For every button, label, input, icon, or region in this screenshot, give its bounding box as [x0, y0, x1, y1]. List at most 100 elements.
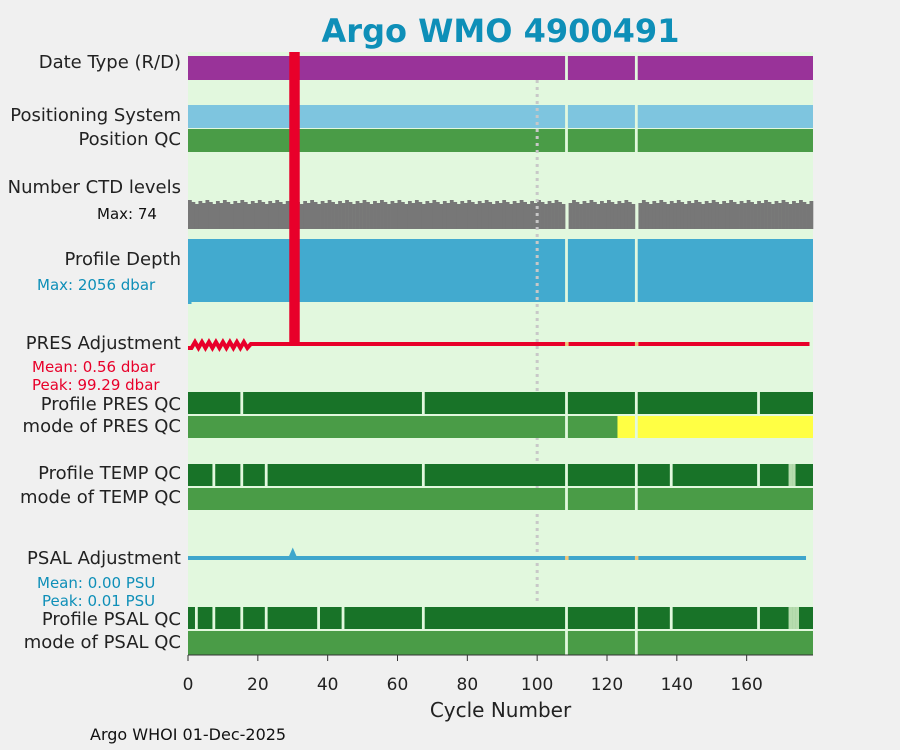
- ctd-bar: [694, 200, 699, 229]
- ctd-bar: [512, 201, 517, 229]
- ctd-bar: [519, 200, 524, 229]
- profile-psal-qc-band-break: [669, 607, 673, 629]
- ctd-bar: [586, 203, 590, 229]
- ctd-bar: [397, 200, 402, 229]
- ctd-bar: [540, 202, 545, 229]
- ctd-bar: [219, 203, 224, 229]
- date-type-band-break: [565, 56, 568, 80]
- profile-psal-qc-band-light: [788, 607, 793, 629]
- ctd-bar: [708, 203, 713, 229]
- ctd-bar: [648, 204, 653, 229]
- profile-temp-qc-band: [188, 464, 813, 486]
- ctd-bar: [750, 202, 754, 229]
- ctd-bar: [306, 203, 311, 229]
- ctd-bar: [331, 202, 335, 229]
- label-pres-adjustment: PRES Adjustment: [25, 333, 181, 354]
- ctd-bar: [589, 200, 594, 229]
- ctd-bar: [334, 204, 339, 229]
- ctd-bar: [243, 202, 248, 229]
- x-tick-label: 100: [521, 675, 553, 695]
- ctd-bar: [533, 203, 538, 229]
- ctd-bar: [666, 204, 671, 229]
- mode-temp-qc-band-break: [634, 488, 638, 510]
- profile-temp-qc-band-break: [421, 464, 425, 486]
- ctd-bar: [456, 204, 461, 229]
- ctd-bar: [303, 201, 308, 229]
- ctd-bar: [373, 201, 377, 229]
- ctd-bar: [285, 201, 290, 229]
- depth-band: [188, 239, 813, 302]
- ctd-bar: [320, 201, 325, 229]
- ctd-bar: [435, 202, 440, 229]
- ctd-bar: [188, 200, 192, 229]
- ctd-bar: [680, 202, 685, 229]
- ctd-bar: [191, 202, 196, 229]
- depth-bar: [505, 288, 508, 302]
- ctd-bar: [802, 202, 807, 229]
- ctd-bar: [380, 200, 384, 229]
- ctd-bar: [558, 202, 562, 229]
- label-profile-pres-qc: Profile PRES QC: [40, 394, 181, 415]
- profile-pres-qc-band-break: [634, 392, 638, 414]
- date-type-band: [188, 56, 813, 80]
- mode-psal-qc-band-break: [634, 631, 638, 655]
- ctd-bar: [442, 201, 447, 229]
- date-type-band-break: [634, 56, 638, 80]
- ctd-bar: [509, 204, 514, 229]
- label-ctd-max: Max: 74: [97, 205, 157, 223]
- ctd-bar: [701, 204, 706, 229]
- ctd-bar: [526, 204, 531, 229]
- profile-temp-qc-band-break: [264, 464, 268, 486]
- label-positioning-system: Positioning System: [10, 105, 181, 126]
- ctd-bar: [613, 204, 618, 229]
- profile-pres-qc-band: [188, 392, 813, 414]
- psal-gap-marker: [565, 556, 569, 560]
- ctd-bar: [467, 200, 472, 229]
- ctd-bar: [760, 203, 765, 229]
- label-profile-depth: Profile Depth: [64, 249, 181, 270]
- mode-psal-qc-band: [188, 631, 813, 655]
- ctd-bar: [348, 202, 353, 229]
- ctd-bar: [732, 202, 737, 229]
- ctd-bar: [404, 204, 409, 229]
- ctd-bar: [568, 203, 573, 229]
- ctd-bar: [477, 201, 482, 229]
- ctd-bar: [603, 203, 608, 229]
- profile-temp-qc-band-light: [788, 464, 793, 486]
- ctd-bar: [620, 203, 625, 229]
- ctd-bar: [498, 203, 503, 229]
- ctd-bar: [778, 203, 782, 229]
- ctd-bar: [271, 203, 276, 229]
- positioning-band-break: [634, 105, 638, 128]
- profile-temp-qc-band-break: [634, 464, 638, 486]
- ctd-bar: [324, 203, 328, 229]
- ctd-bar: [432, 200, 437, 229]
- ctd-bar: [400, 202, 405, 229]
- ctd-bar: [264, 204, 269, 229]
- ctd-bar: [229, 204, 234, 229]
- ctd-bar: [439, 204, 444, 229]
- profile-psal-qc-band-break: [317, 607, 320, 629]
- ctd-bar: [484, 200, 489, 229]
- profile-psal-qc-band-break: [240, 607, 244, 629]
- ctd-bar: [715, 202, 720, 229]
- x-tick-label: 140: [661, 675, 693, 695]
- ctd-bar: [683, 204, 688, 229]
- label-position-qc: Position QC: [78, 129, 181, 150]
- ctd-bar: [669, 201, 674, 229]
- ctd-bar: [523, 202, 527, 229]
- x-tick-label: 40: [317, 675, 339, 695]
- ctd-bar: [425, 201, 430, 229]
- ctd-bar: [411, 203, 416, 229]
- profile-psal-qc-band-break: [565, 607, 568, 629]
- profile-temp-qc-band-break: [240, 464, 244, 486]
- ctd-bar: [345, 200, 349, 229]
- ctd-bar: [282, 204, 287, 229]
- ctd-bar: [310, 200, 314, 229]
- ctd-bar: [387, 204, 391, 229]
- ctd-bar: [652, 201, 657, 229]
- ctd-bar: [795, 203, 800, 229]
- profile-temp-qc-band-break: [565, 464, 568, 486]
- pres-gap-marker: [565, 342, 569, 346]
- ctd-bar: [418, 202, 423, 229]
